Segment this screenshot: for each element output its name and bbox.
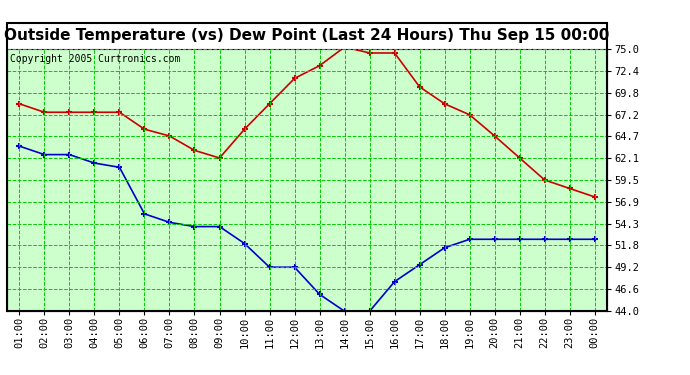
Text: Outside Temperature (vs) Dew Point (Last 24 Hours) Thu Sep 15 00:00: Outside Temperature (vs) Dew Point (Last… xyxy=(4,28,610,43)
Text: Copyright 2005 Curtronics.com: Copyright 2005 Curtronics.com xyxy=(10,54,180,64)
